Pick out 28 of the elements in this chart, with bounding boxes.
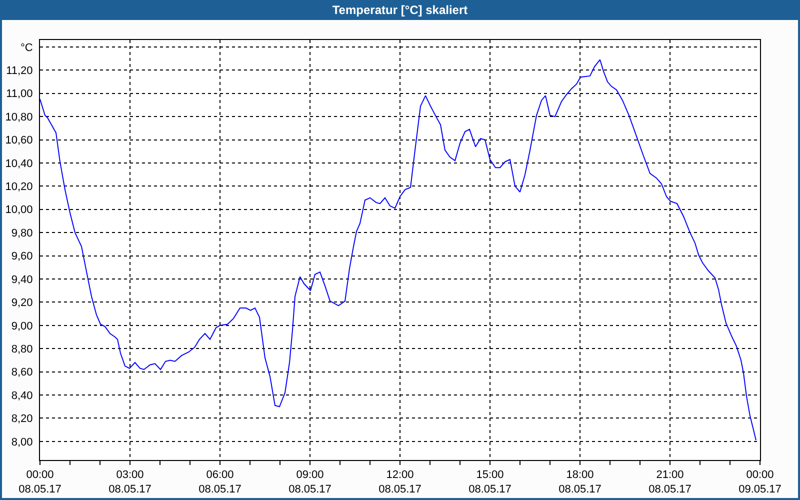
x-tick-label: 12:00 08.05.17 <box>378 469 422 496</box>
x-tick-label: 15:00 08.05.17 <box>468 469 512 496</box>
y-tick-label: 8,20 <box>11 413 33 426</box>
y-tick-label: 9,60 <box>11 250 33 263</box>
x-tick-label: 21:00 08.05.17 <box>648 469 692 496</box>
x-tick-label: 03:00 08.05.17 <box>108 469 152 496</box>
y-tick-label: 9,80 <box>11 227 33 240</box>
x-tick-label: 00:00 09.05.17 <box>738 469 782 496</box>
y-tick-label: 8,80 <box>11 343 33 356</box>
y-tick-label: 9,20 <box>11 297 33 310</box>
y-tick-label: 9,00 <box>11 320 33 332</box>
x-tick-label: 06:00 08.05.17 <box>198 469 242 496</box>
y-tick-label: 10,60 <box>5 134 33 147</box>
y-tick-label: 10,00 <box>5 204 33 216</box>
x-tick-label: 18:00 08.05.17 <box>558 469 602 496</box>
y-tick-label: 10,80 <box>5 111 33 124</box>
y-tick-label: 10,20 <box>5 181 33 194</box>
y-tick-label: 8,40 <box>11 390 33 402</box>
x-tick-label: 00:00 08.05.17 <box>18 469 62 496</box>
y-tick-label: 8,60 <box>11 366 33 379</box>
y-tick-label: 10,40 <box>5 158 33 170</box>
y-tick-label: 11,20 <box>6 65 33 78</box>
y-tick-label: 11,00 <box>6 88 33 100</box>
y-tick-label: 8,00 <box>11 436 33 448</box>
chart-title: Temperatur [°C] skaliert <box>332 3 468 18</box>
x-tick-label: 09:00 08.05.17 <box>288 469 332 496</box>
y-tick-label: °C <box>20 42 33 54</box>
y-tick-label: 9,40 <box>11 274 33 286</box>
